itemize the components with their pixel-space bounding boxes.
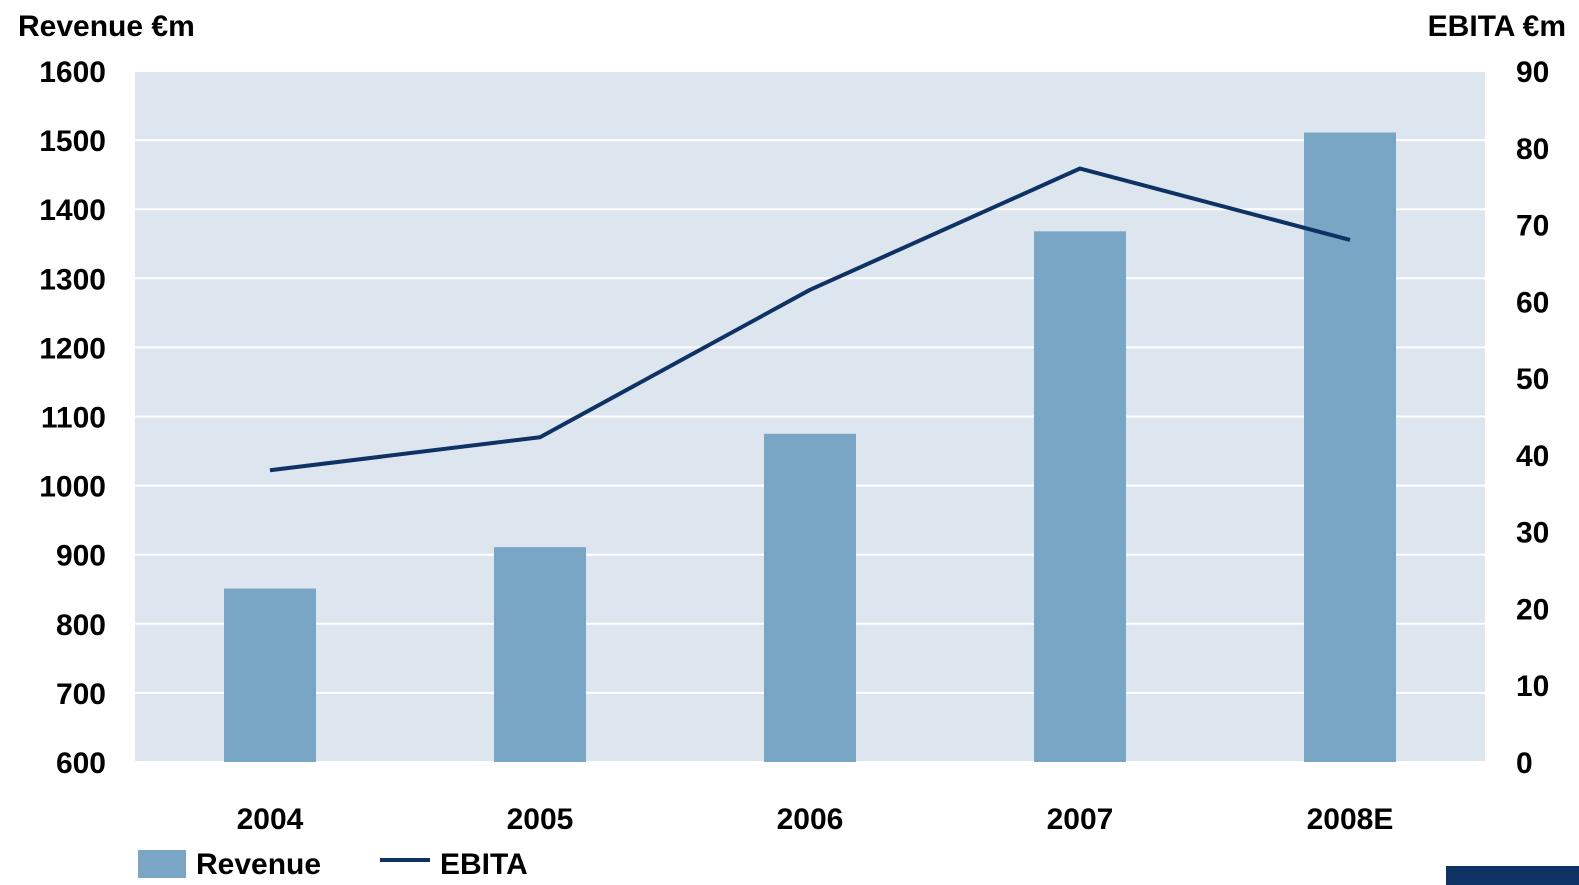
left-tick-label: 600: [56, 747, 106, 780]
category-label: 2006: [777, 803, 844, 836]
left-axis-title: Revenue €m: [18, 10, 195, 43]
right-tick-label: 30: [1516, 517, 1549, 550]
right-tick-label: 60: [1516, 286, 1549, 319]
legend: Revenue EBITA: [138, 848, 528, 881]
category-label: 2008E: [1307, 803, 1394, 836]
revenue-bar-2006: [764, 433, 856, 762]
category-label: 2007: [1047, 803, 1114, 836]
legend-revenue-label: Revenue: [196, 848, 321, 881]
right-tick-label: 20: [1516, 593, 1549, 626]
left-tick-label: 1200: [39, 332, 106, 365]
revenue-bar-2007: [1034, 231, 1126, 762]
revenue-bar-2005: [494, 547, 586, 762]
left-axis-ticks: 600 700 800 900 1000 1100 1200 1300 1400 1500 1600: [39, 56, 106, 780]
right-axis-ticks: 0 10 20 30 40 50 60 70 80 90: [1516, 56, 1549, 780]
left-tick-label: 1600: [39, 56, 106, 89]
legend-revenue-swatch: [138, 850, 186, 878]
right-tick-label: 0: [1516, 747, 1533, 780]
ebita-line: [269, 166, 1351, 473]
right-tick-label: 90: [1516, 56, 1549, 89]
right-tick-label: 50: [1516, 363, 1549, 396]
revenue-bars: [224, 132, 1396, 762]
left-tick-label: 1000: [39, 471, 106, 504]
category-labels: 2004 2005 2006 2007 2008E: [237, 803, 1394, 836]
left-tick-label: 1500: [39, 125, 106, 158]
revenue-bar-2004: [224, 588, 316, 762]
revenue-bar-2008e: [1304, 132, 1396, 762]
right-tick-label: 80: [1516, 133, 1549, 166]
left-tick-label: 1100: [41, 402, 106, 435]
left-tick-label: 1400: [39, 194, 106, 227]
corner-accent: [1446, 866, 1579, 885]
right-axis-title: EBITA €m: [1428, 10, 1566, 43]
right-tick-label: 70: [1516, 210, 1549, 243]
right-tick-label: 40: [1516, 440, 1549, 473]
legend-ebita-label: EBITA: [440, 848, 528, 881]
category-label: 2004: [237, 803, 304, 836]
ebita-line-layer: [269, 166, 1351, 473]
left-tick-label: 700: [56, 678, 106, 711]
right-tick-label: 10: [1516, 670, 1549, 703]
left-tick-label: 1300: [39, 263, 106, 296]
left-tick-label: 800: [56, 609, 106, 642]
left-tick-label: 900: [56, 540, 106, 573]
category-label: 2005: [507, 803, 574, 836]
